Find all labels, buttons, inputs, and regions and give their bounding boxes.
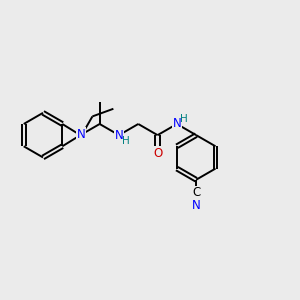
Text: N: N xyxy=(77,128,86,141)
Text: N: N xyxy=(172,118,181,130)
Text: H: H xyxy=(122,136,129,146)
Text: C: C xyxy=(192,186,200,200)
Text: O: O xyxy=(153,147,162,160)
Text: H: H xyxy=(179,114,187,124)
Text: N: N xyxy=(192,199,201,212)
Text: N: N xyxy=(115,129,123,142)
Text: N: N xyxy=(77,129,86,142)
